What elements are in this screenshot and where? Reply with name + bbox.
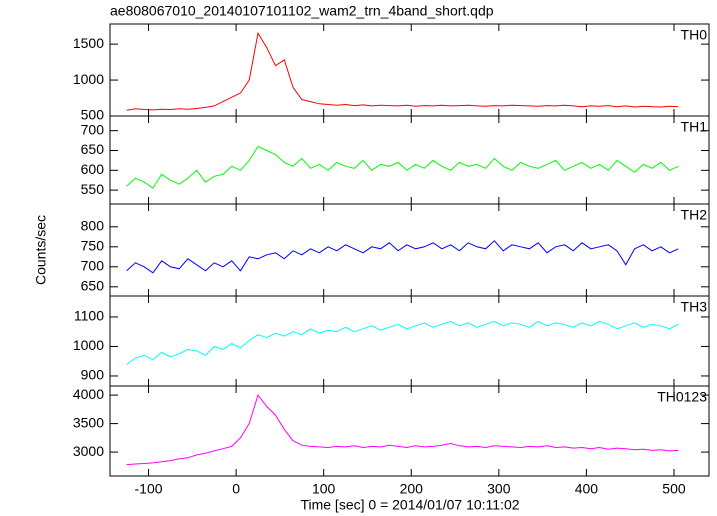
y-axis-label: Counts/sec (33, 215, 49, 285)
panel-label: TH0123 (657, 389, 707, 405)
x-tick-label: 400 (575, 481, 599, 497)
x-tick-label: 200 (400, 481, 424, 497)
panel-label: TH0 (681, 27, 708, 43)
x-tick-label: 100 (312, 481, 336, 497)
y-tick-label: 650 (81, 278, 105, 294)
y-tick-label: 600 (81, 161, 105, 177)
y-tick-label: 700 (81, 121, 105, 137)
y-tick-label: 4000 (73, 386, 104, 402)
y-tick-label: 750 (81, 238, 105, 254)
y-tick-label: 550 (81, 181, 105, 197)
panel-label: TH2 (681, 207, 708, 223)
x-tick-label: 500 (662, 481, 686, 497)
light-curve (126, 240, 679, 274)
panel-frame (109, 295, 710, 387)
y-tick-label: 900 (81, 367, 105, 383)
y-tick-label: 500 (81, 107, 105, 123)
panel-frame (109, 115, 710, 205)
y-tick-label: 700 (81, 258, 105, 274)
light-curve (126, 320, 679, 365)
chart-title: ae808067010_20140107101102_wam2_trn_4ban… (110, 3, 494, 19)
x-tick-label: -100 (135, 481, 163, 497)
panel-frame (109, 385, 710, 477)
y-tick-label: 1000 (73, 71, 104, 87)
y-tick-label: 1000 (73, 337, 104, 353)
panel-frame (109, 23, 710, 117)
y-tick-label: 1100 (74, 308, 104, 324)
panel-label: TH3 (681, 299, 708, 315)
x-axis-label: Time [sec] 0 = 2014/01/07 10:11:02 (300, 497, 519, 513)
panel-frame (109, 203, 710, 297)
light-curve (126, 31, 679, 111)
panel-label: TH1 (681, 119, 708, 135)
y-tick-label: 800 (81, 218, 105, 234)
light-curve (126, 394, 679, 466)
x-tick-label: 0 (232, 481, 240, 497)
y-tick-label: 3000 (73, 443, 104, 459)
y-tick-label: 650 (81, 141, 105, 157)
y-tick-label: 3500 (73, 414, 104, 430)
y-tick-label: 1500 (73, 35, 104, 51)
x-tick-label: 300 (487, 481, 511, 497)
light-curve (126, 145, 679, 189)
